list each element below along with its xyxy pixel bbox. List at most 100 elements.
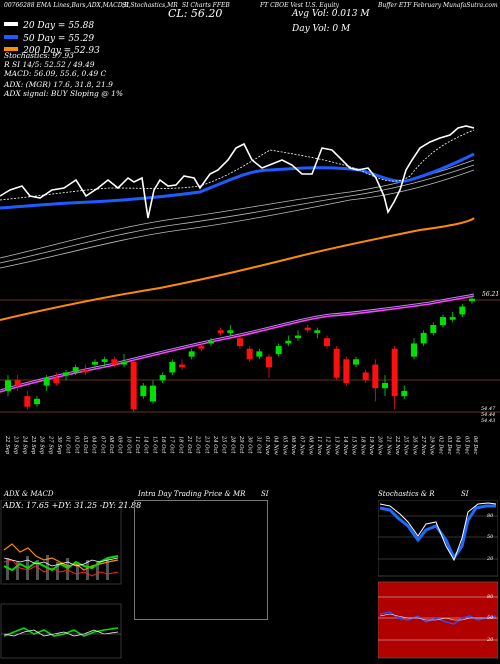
candle-body: [179, 364, 185, 368]
rsi-tick-50: 50: [487, 615, 494, 621]
date-label: 21 Nov: [385, 435, 391, 455]
candle-body: [411, 343, 417, 357]
candle-body: [24, 396, 31, 407]
price-label-5444: 54.44: [481, 412, 496, 418]
candle-body: [449, 317, 456, 320]
macd-green: [3, 627, 119, 637]
gray-line-2: [0, 164, 475, 264]
candle-body: [14, 380, 21, 386]
date-label: 05 Nov: [281, 436, 287, 455]
ma-purple: [0, 293, 475, 391]
stoch-panel: [377, 499, 499, 660]
adx-panel: [0, 499, 122, 660]
date-label: 10 Oct: [125, 436, 131, 454]
candle-body: [63, 372, 69, 376]
price-label-5443: 54.43: [481, 418, 496, 424]
stoch-panel-si: SI: [461, 490, 469, 498]
candle-body: [256, 351, 263, 357]
stoch-panel-svg: [377, 499, 499, 659]
candle-body: [208, 340, 214, 344]
adx-values: ADX: 17.65 +DY: 31.25 -DY: 21.88: [3, 501, 142, 510]
date-label: 27 Nov: [420, 435, 426, 455]
date-label: 25 Sep: [30, 435, 36, 455]
stat-macd: MACD: 56.09, 55.6, 0.49 C: [4, 69, 107, 78]
date-label: 20 Nov: [377, 435, 383, 455]
candle-body: [285, 340, 292, 344]
day-vol: Day Vol: 0 M: [292, 24, 351, 34]
title-far: Buffer ETF February MunafaSutra.com: [378, 2, 498, 9]
avg-vol: Avg Vol: 0.013 M: [292, 9, 370, 19]
ema20-dotted: [0, 129, 475, 201]
candle-body: [130, 361, 137, 410]
adx-line1: ADX: (MGR) 17.6, 31.8, 21.9: [4, 80, 113, 89]
stat-stoch: Stochastics: 97.93: [4, 51, 74, 60]
candle-body: [227, 330, 234, 333]
candle-body: [295, 335, 301, 339]
adx-line2: ADX signal: BUY Sloping @ 1%: [4, 89, 124, 98]
date-label: 19 Nov: [368, 436, 374, 455]
adx-bar: [86, 560, 89, 580]
date-label: 25 Nov: [403, 435, 409, 455]
adx-bar: [6, 558, 9, 580]
mr-panel-title: Intra Day Trading Price & MR: [138, 490, 246, 498]
candle-body: [101, 359, 108, 362]
mr-panel-si: SI: [261, 490, 269, 498]
adx-white: [3, 557, 119, 567]
candle-body: [459, 306, 466, 315]
candle-body: [343, 359, 350, 383]
candle-body: [353, 359, 359, 365]
date-label: 22 Oct: [195, 435, 201, 454]
date-axis: 22 Sep 23 Sep 24 Sep 25 Sep 26 Sep 27 Sep 30 S…: [4, 435, 478, 455]
candle-body: [72, 367, 79, 373]
candle-body: [401, 390, 408, 397]
candle-body: [34, 398, 40, 405]
ema20-legend: 20 Day = 55.88: [4, 13, 94, 32]
ema200-legend: 200 Day = 52.93: [4, 38, 100, 57]
date-label: 05 Dec: [463, 436, 469, 454]
price-line: [0, 125, 475, 219]
candle-body: [391, 348, 398, 397]
stoch-tick-80: 80: [487, 513, 494, 519]
date-label: 27 Sep: [47, 435, 53, 455]
date-label: 30 Oct: [247, 436, 253, 454]
gray-line-1: [0, 169, 475, 269]
date-label: 08 Oct: [108, 436, 114, 454]
adx-bar: [36, 560, 39, 580]
candle-body: [198, 346, 205, 349]
date-label: 02 Dec: [437, 436, 443, 454]
date-label: 22 Sep: [4, 435, 10, 455]
date-label: 11 Nov: [316, 436, 322, 455]
stoch-panel-title: Stochastics & R: [378, 490, 435, 498]
date-label: 03 Oct: [82, 436, 88, 454]
candle-body: [420, 332, 427, 344]
date-label: 24 Oct: [212, 435, 218, 454]
ema50-swatch: [4, 34, 18, 39]
date-label: 15 Nov: [351, 436, 357, 455]
price-label-top: 56.21: [482, 291, 500, 298]
date-label: 01 Nov: [264, 436, 270, 455]
date-label: 16 Oct: [160, 436, 166, 454]
candle-body: [188, 351, 195, 357]
close-label: CL: 56.20: [168, 7, 223, 20]
ema50-label: 50 Day = 55.29: [23, 34, 95, 44]
stoch-tick-50: 50: [487, 534, 494, 540]
candle-body: [324, 338, 330, 347]
rsi-line: [379, 611, 497, 625]
date-label: 04 Oct: [91, 436, 97, 454]
ema20-swatch: [4, 21, 18, 26]
candle-body: [150, 385, 156, 402]
title-left: 00766288 EMA Lines,Bars,ADX,MACD,R: [4, 2, 129, 9]
date-label: 12 Nov: [325, 436, 331, 455]
date-label: 18 Nov: [359, 436, 365, 455]
candle-body: [440, 317, 446, 325]
adx-box: [0, 499, 122, 585]
candle-body: [304, 327, 311, 331]
candles-group: [5, 296, 475, 412]
candle-body: [430, 325, 437, 333]
price-chart: [0, 125, 500, 413]
date-label: 21 Oct: [186, 435, 192, 454]
rsi-tick-20: 20: [487, 637, 494, 643]
date-label: 22 Nov: [394, 435, 400, 455]
date-labels: 22 Sep 23 Sep 24 Sep 25 Sep 26 Sep 27 Sep 30 S…: [4, 435, 478, 455]
candle-body: [362, 372, 369, 381]
